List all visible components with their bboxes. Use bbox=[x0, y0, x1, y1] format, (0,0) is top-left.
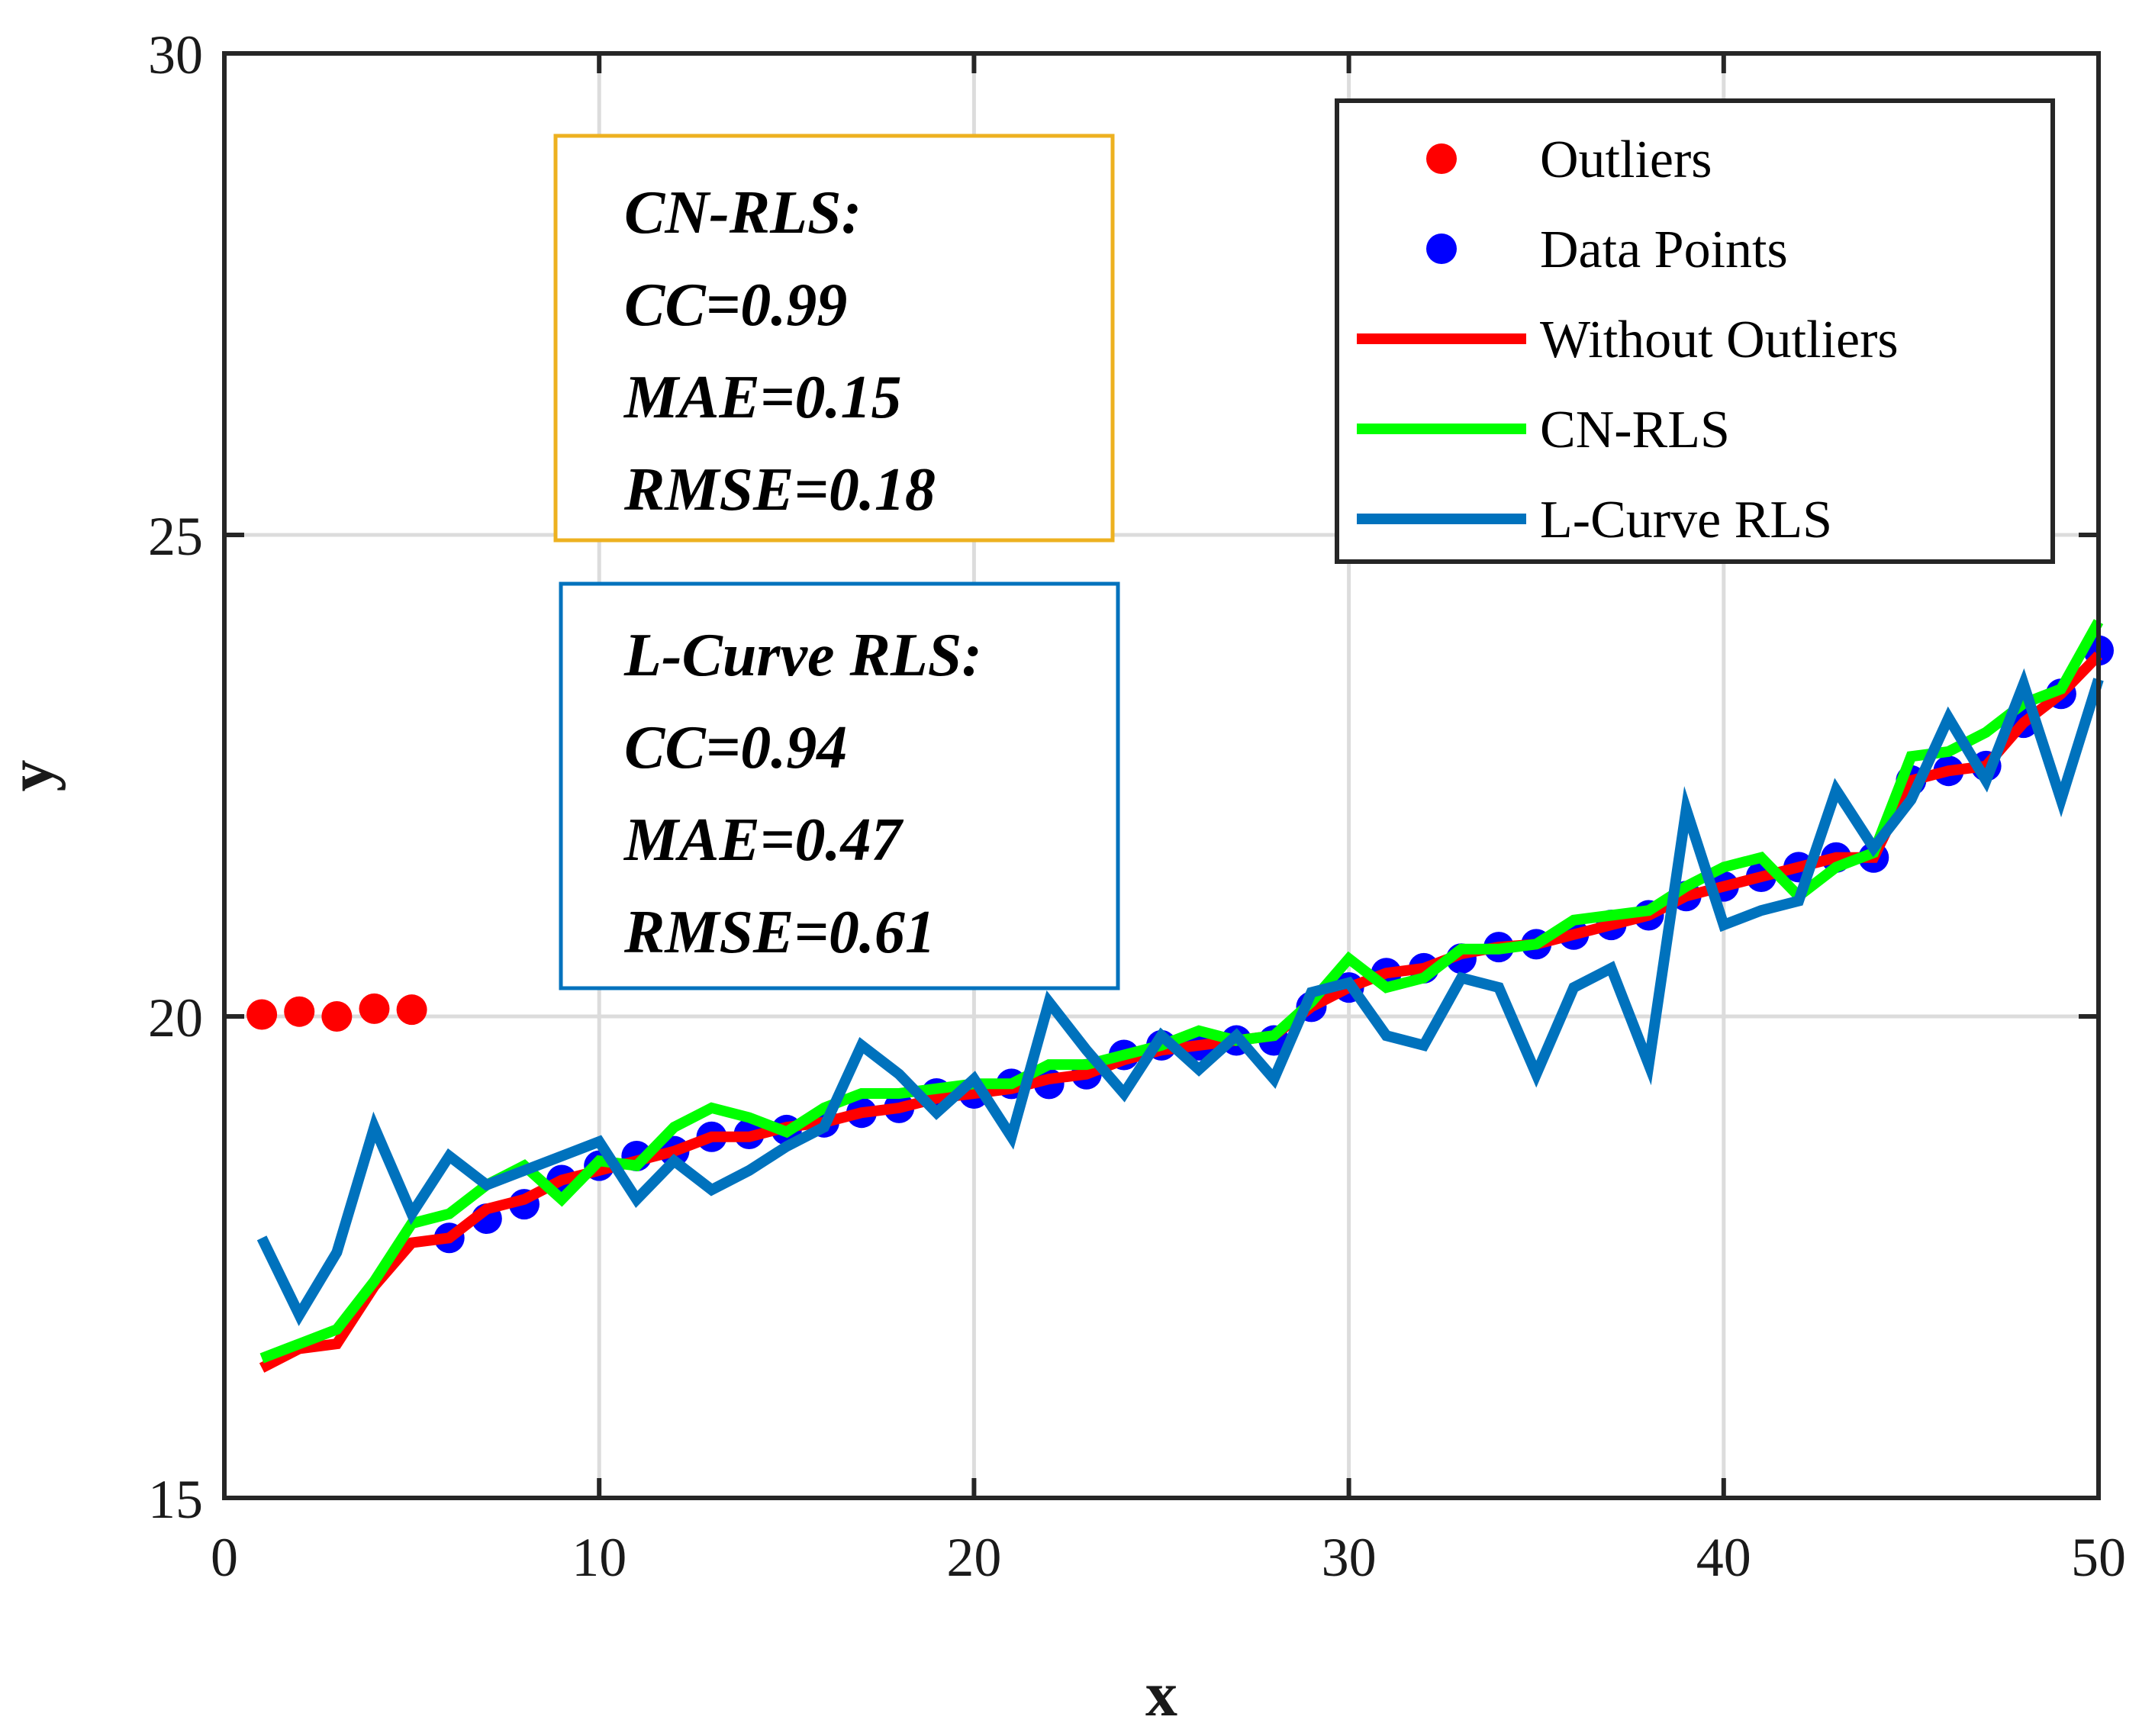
legend-marker bbox=[1426, 143, 1457, 174]
annotation-border bbox=[553, 134, 1115, 543]
series-cn-rls-line bbox=[259, 619, 2104, 1364]
x-tick-label: 0 bbox=[211, 1527, 238, 1588]
annotation-line: MAE=0.15 bbox=[623, 364, 901, 431]
legend-entry-l-curve-rls: L-Curve RLS bbox=[1357, 491, 1832, 549]
annotation-box-2: L-Curve RLS: CC=0.94 MAE=0.47 RMSE=0.61 bbox=[559, 581, 1120, 990]
legend-marker bbox=[1426, 234, 1457, 264]
y-axis-label: y bbox=[0, 760, 66, 792]
series-outliers bbox=[246, 993, 427, 1032]
x-tick-label: 10 bbox=[572, 1527, 627, 1588]
annotation-line: RMSE=0.18 bbox=[623, 456, 936, 523]
legend-label: Data Points bbox=[1540, 221, 1788, 279]
legend-label: Without Outliers bbox=[1540, 311, 1899, 369]
outliers-point bbox=[396, 994, 427, 1026]
annotation-box-1: CN-RLS: CC=0.99 MAE=0.15 RMSE=0.18 bbox=[553, 134, 1115, 543]
legend-label: CN-RLS bbox=[1540, 401, 1730, 459]
annotation-line: RMSE=0.61 bbox=[623, 899, 936, 966]
y-tick-label: 30 bbox=[148, 24, 203, 85]
annotation-line: CC=0.99 bbox=[624, 272, 847, 339]
legend-label: L-Curve RLS bbox=[1540, 491, 1832, 549]
x-tick-label: 20 bbox=[946, 1527, 1001, 1588]
y-tick-label: 20 bbox=[148, 987, 203, 1048]
x-axis-label: x bbox=[1145, 1659, 1177, 1730]
annotations: CN-RLS: CC=0.99 MAE=0.15 RMSE=0.18 L-Curve R… bbox=[553, 134, 1120, 990]
legend-entry-data-points: Data Points bbox=[1426, 221, 1788, 279]
x-tick-label: 50 bbox=[2071, 1527, 2126, 1588]
outliers-point bbox=[246, 999, 278, 1030]
annotation-border bbox=[559, 581, 1120, 990]
ticks: 0 10 20 30 40 50 15 20 25 30 bbox=[148, 24, 2126, 1588]
legend: Outliers Data Points Without Outliers CN-RL… bbox=[1335, 98, 2055, 564]
annotation-line: CC=0.94 bbox=[624, 714, 847, 781]
y-tick-label: 25 bbox=[148, 506, 203, 567]
legend-entry-without-outliers: Without Outliers bbox=[1357, 311, 1899, 369]
legend-label: Outliers bbox=[1540, 130, 1712, 189]
legend-entry-cn-rls: CN-RLS bbox=[1357, 401, 1730, 459]
outliers-point bbox=[321, 1001, 353, 1032]
y-tick-label: 15 bbox=[148, 1469, 203, 1530]
series-l-curve-rls-line bbox=[256, 668, 2104, 1326]
legend-box bbox=[1335, 98, 2055, 564]
x-tick-label: 30 bbox=[1322, 1527, 1377, 1588]
annotation-line: CN-RLS: bbox=[624, 179, 862, 246]
series-layer bbox=[246, 619, 2114, 1373]
outliers-point bbox=[359, 993, 390, 1024]
annotation-line: MAE=0.47 bbox=[623, 807, 904, 874]
outliers-point bbox=[284, 996, 315, 1027]
legend-entry-outliers: Outliers bbox=[1426, 130, 1712, 189]
annotation-line: L-Curve RLS: bbox=[623, 622, 982, 689]
x-tick-label: 40 bbox=[1696, 1527, 1751, 1588]
plot-border bbox=[222, 51, 2101, 1500]
